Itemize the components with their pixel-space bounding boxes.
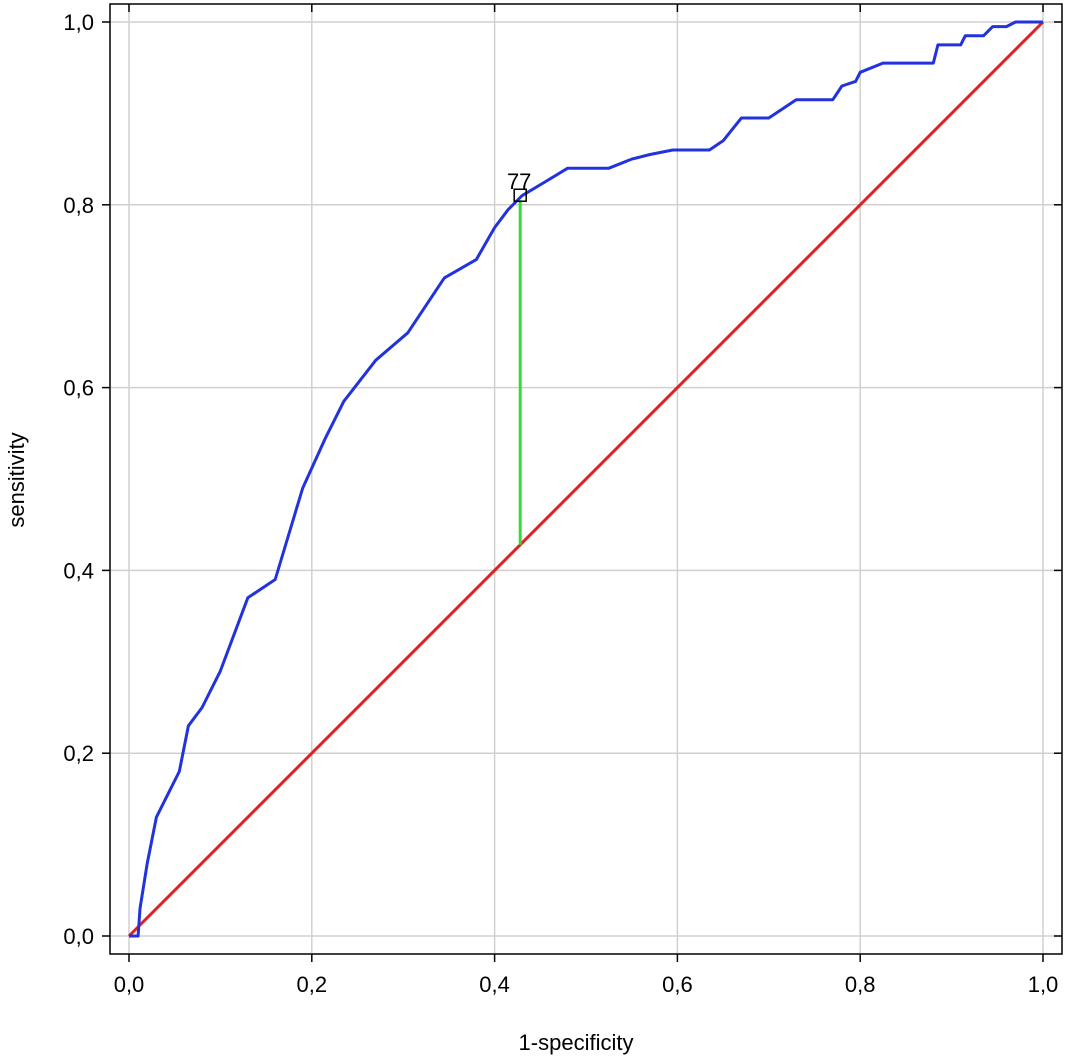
x-tick-label: 0,8	[845, 972, 876, 997]
y-axis-label: sensitivity	[4, 432, 29, 527]
y-tick-label: 1,0	[63, 10, 94, 35]
cutoff-marker	[513, 188, 527, 202]
y-tick-label: 0,4	[63, 558, 94, 583]
tick-marks: 0,0 0,0 0,2 0,2 0,4 0,4 0,6 0,6 0,8 0,8 1,0 1,0	[63, 4, 1062, 997]
cutoff-annotation: 77	[507, 169, 531, 545]
series-layer	[127, 20, 1045, 938]
reference-diagonal-line	[127, 20, 1045, 938]
plot-frame	[109, 3, 1063, 955]
x-tick-label: 0,6	[662, 972, 693, 997]
y-tick-label: 0,0	[63, 924, 94, 949]
grid-lines	[110, 4, 1062, 954]
x-tick-label: 0,0	[114, 972, 145, 997]
x-axis-label: 1-specificity	[519, 1030, 634, 1055]
x-tick-label: 1,0	[1028, 972, 1059, 997]
cutoff-label: 77	[507, 169, 531, 194]
y-tick-label: 0,6	[63, 376, 94, 401]
x-tick-label: 0,4	[479, 972, 510, 997]
x-tick-label: 0,2	[297, 972, 328, 997]
y-tick-label: 0,2	[63, 741, 94, 766]
roc-curve-line	[129, 20, 1043, 938]
y-tick-label: 0,8	[63, 193, 94, 218]
